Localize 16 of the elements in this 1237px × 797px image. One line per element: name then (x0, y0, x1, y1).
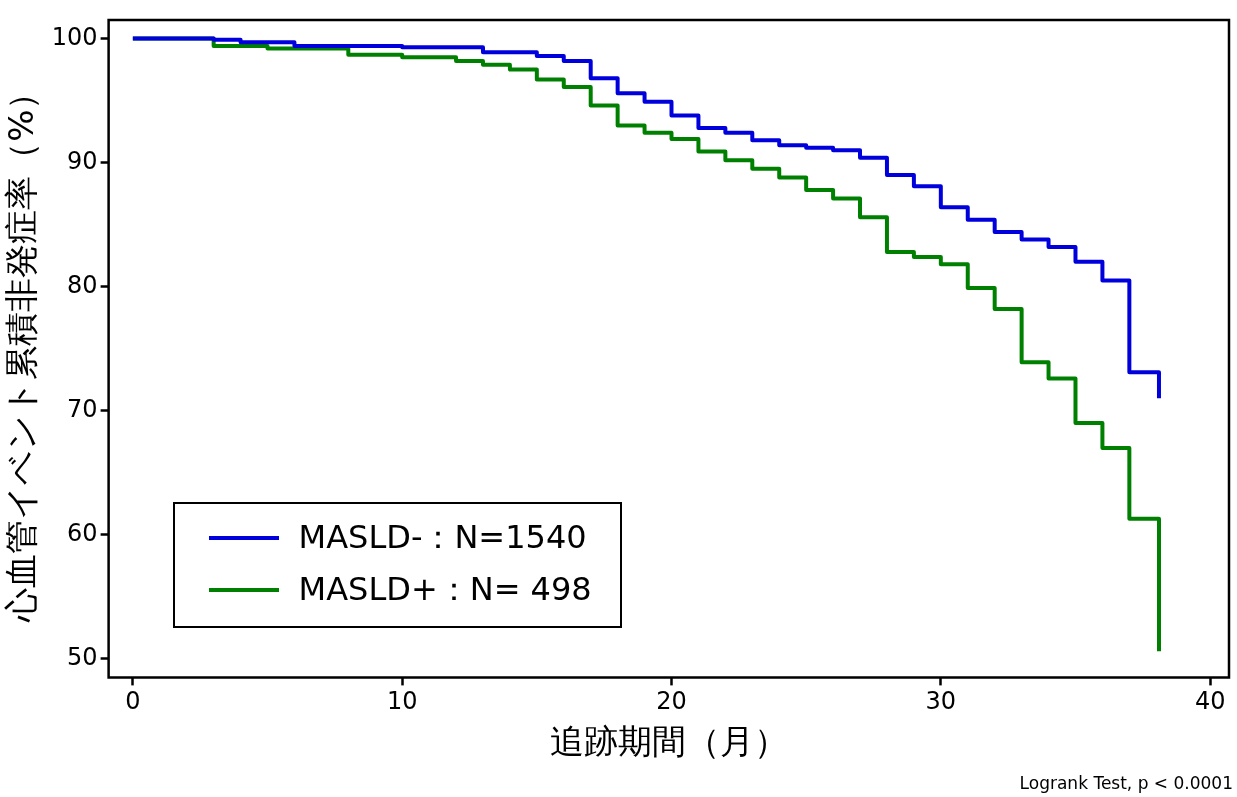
text: Logrank Test, p < 0.0001 (1019, 773, 1233, 793)
legend-label: MASLD-：N=1540 (298, 517, 587, 559)
x-tick-label: 20 (656, 687, 687, 716)
x-tick-label: 10 (386, 687, 418, 716)
y-tick-label: 60 (67, 518, 98, 547)
y-tick-label: 90 (67, 146, 98, 175)
legend-label: MASLD+：N= 498 (298, 569, 592, 611)
y-tick-label: 70 (67, 394, 98, 423)
x-tick-label: 30 (925, 687, 957, 716)
y-axis-title: 心血管イベント累積非発症率（%） (1, 75, 42, 623)
x-axis-title: 追跡期間（月） (549, 721, 788, 762)
x-tick-label: 40 (1194, 687, 1226, 716)
y-tick-label: 80 (67, 270, 98, 299)
x-tick-label: 0 (125, 687, 141, 716)
y-tick-label: 50 (67, 643, 98, 672)
y-tick-label: 100 (51, 22, 98, 51)
